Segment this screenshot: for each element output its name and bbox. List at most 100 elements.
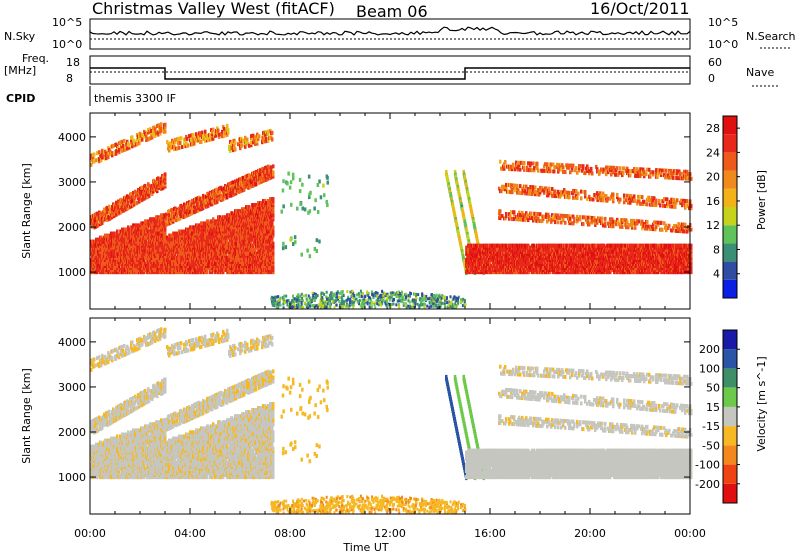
nsearch-tick-top: 10^5 bbox=[708, 16, 738, 29]
power-echo bbox=[311, 304, 313, 307]
power-echo bbox=[131, 135, 134, 139]
power-echo bbox=[305, 294, 307, 297]
power-echo bbox=[212, 128, 215, 132]
date-label: 16/Oct/2011 bbox=[590, 0, 690, 18]
power-echo bbox=[217, 129, 220, 133]
power-echo bbox=[241, 143, 244, 147]
power-echo bbox=[272, 230, 275, 234]
nsky-series bbox=[90, 27, 690, 35]
power-echo bbox=[98, 150, 101, 154]
power-echo bbox=[287, 172, 290, 176]
nave-tick-bottom: 0 bbox=[708, 72, 715, 85]
cpid-label: CPID bbox=[6, 92, 35, 105]
power-echo bbox=[317, 210, 320, 214]
power-echo bbox=[314, 247, 317, 251]
power-echo bbox=[271, 138, 274, 142]
power-echo bbox=[227, 128, 230, 132]
power-echo bbox=[302, 207, 305, 211]
power-echo bbox=[299, 202, 302, 206]
power-echo bbox=[294, 235, 297, 239]
power-echo bbox=[285, 245, 288, 249]
nsearch-tick-bottom: 10^0 bbox=[708, 38, 738, 51]
freq-line bbox=[90, 68, 690, 79]
power-echo bbox=[246, 138, 249, 142]
power-echo bbox=[286, 182, 289, 186]
power-echo bbox=[318, 240, 321, 244]
power-echo bbox=[116, 230, 119, 234]
power-echo bbox=[123, 139, 126, 143]
power-echo bbox=[160, 122, 163, 126]
power-echo bbox=[292, 173, 295, 177]
freq-tick-top: 18 bbox=[66, 56, 80, 69]
power-echo bbox=[289, 186, 292, 190]
power-echo bbox=[323, 193, 326, 197]
power-echo bbox=[320, 195, 323, 199]
power-echo bbox=[272, 242, 275, 246]
power-echo bbox=[206, 270, 209, 274]
power-data bbox=[90, 122, 693, 309]
power-echo bbox=[338, 300, 340, 303]
nave-label: Nave bbox=[746, 66, 774, 79]
freq-panel-frame bbox=[90, 56, 690, 84]
power-echo bbox=[294, 240, 297, 244]
power-echo bbox=[282, 189, 285, 193]
cpid-value: themis 3300 IF bbox=[94, 92, 176, 105]
power-echo bbox=[204, 130, 207, 134]
power-echo bbox=[296, 207, 299, 211]
freq-series bbox=[90, 68, 690, 79]
power-echo bbox=[299, 189, 302, 193]
power-echo bbox=[111, 151, 114, 155]
power-echo bbox=[272, 213, 275, 217]
power-echo bbox=[313, 207, 316, 211]
nave-tick-top: 60 bbox=[708, 56, 722, 69]
power-echo bbox=[93, 153, 96, 157]
power-echo bbox=[164, 172, 167, 176]
power-echo bbox=[327, 181, 330, 185]
power-echo bbox=[271, 131, 274, 135]
power-echo bbox=[122, 144, 125, 148]
power-echo bbox=[164, 130, 167, 134]
beam-label: Beam 06 bbox=[356, 2, 428, 21]
power-echo bbox=[307, 211, 310, 215]
nsky-label: N.Sky bbox=[4, 30, 36, 43]
power-echo bbox=[417, 293, 419, 296]
power-echo bbox=[234, 148, 237, 152]
power-echo bbox=[282, 242, 285, 246]
power-echo bbox=[255, 182, 258, 186]
power-echo bbox=[272, 256, 275, 260]
power-echo bbox=[272, 268, 275, 272]
power-echo bbox=[326, 176, 329, 180]
power-echo bbox=[234, 141, 237, 145]
power-echo bbox=[436, 294, 438, 297]
power-echo bbox=[272, 209, 275, 213]
power-echo bbox=[292, 295, 294, 298]
power-echo bbox=[187, 143, 190, 147]
power-echo bbox=[289, 238, 292, 242]
power-echo bbox=[314, 198, 317, 202]
power-echo bbox=[346, 290, 348, 293]
power-echo bbox=[282, 179, 285, 183]
power-echo bbox=[290, 203, 293, 207]
power-echo bbox=[290, 180, 293, 184]
power-echo bbox=[192, 133, 195, 137]
power-echo bbox=[282, 204, 285, 208]
power-echo bbox=[299, 178, 302, 182]
power-echo bbox=[308, 175, 311, 179]
power-echo bbox=[316, 238, 319, 242]
power-echo bbox=[226, 124, 229, 128]
power-echo bbox=[326, 203, 329, 207]
freq-label-bottom: [MHz] bbox=[4, 64, 36, 77]
nsearch-label: N.Search bbox=[746, 30, 796, 43]
nsky-line bbox=[90, 27, 690, 35]
power-echo bbox=[272, 171, 275, 175]
power-echo bbox=[308, 193, 311, 197]
power-echo bbox=[258, 134, 261, 138]
power-echo bbox=[369, 305, 371, 308]
freq-tick-bottom: 8 bbox=[66, 72, 73, 85]
power-echo bbox=[282, 246, 285, 250]
power-echo bbox=[450, 295, 452, 298]
nsky-tick-bottom: 10^0 bbox=[52, 38, 82, 51]
station-title: Christmas Valley West (fitACF) bbox=[92, 0, 335, 18]
